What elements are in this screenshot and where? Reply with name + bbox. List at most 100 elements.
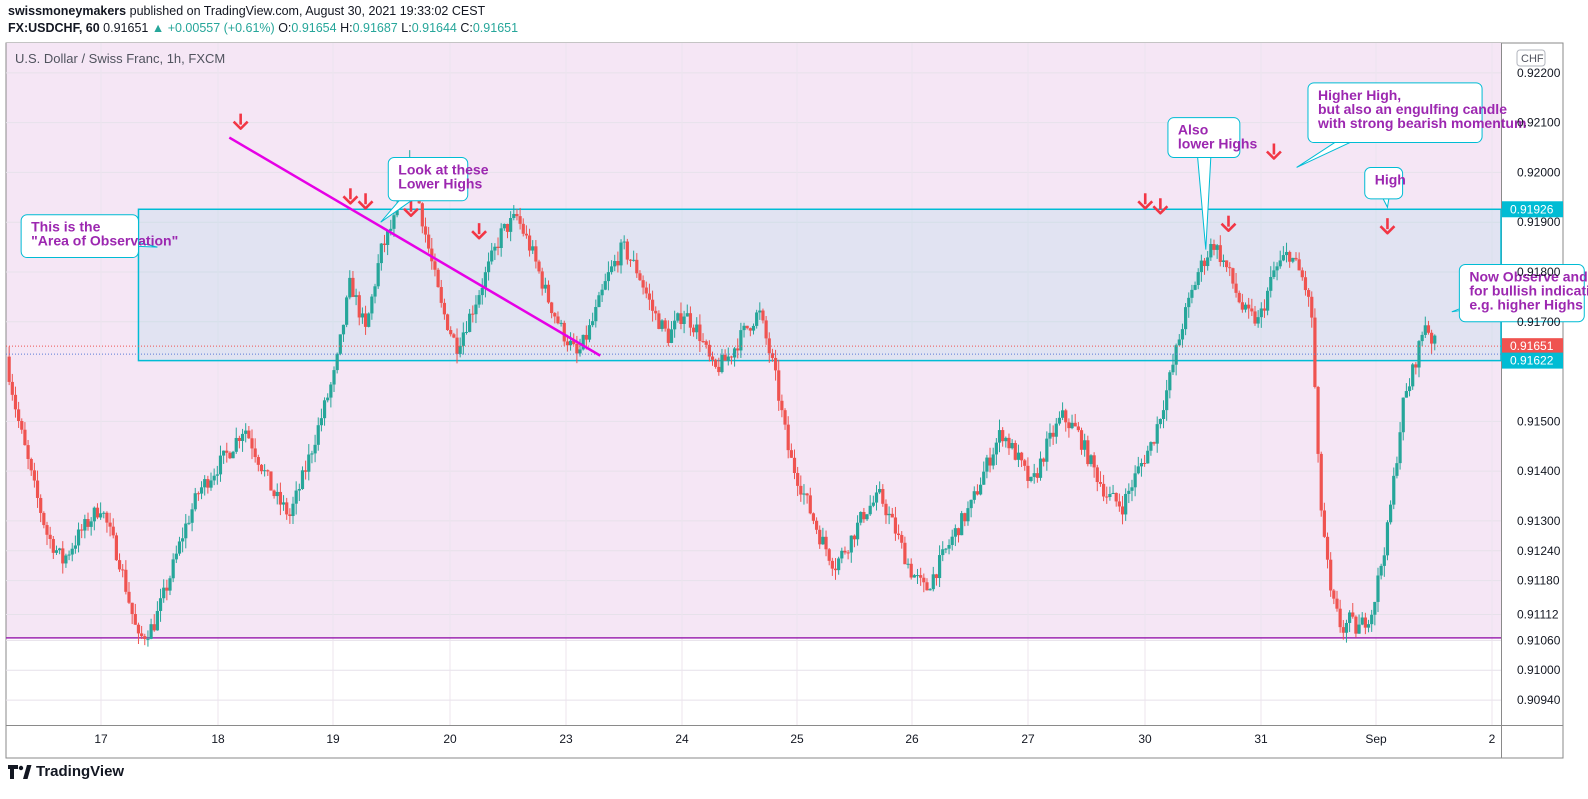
candle-body (442, 302, 447, 315)
candle-body (1300, 270, 1304, 278)
candle-body (259, 464, 264, 472)
price-label-text: 0.91651 (1510, 339, 1554, 353)
candle-body (80, 529, 84, 531)
candle-body (1095, 467, 1099, 483)
candle-body (105, 512, 109, 523)
candle-body (1221, 260, 1226, 263)
candle-body (799, 485, 803, 495)
candle-body (1168, 372, 1172, 391)
candle-body (846, 552, 850, 554)
candle-body (23, 429, 27, 446)
candle-body (1196, 272, 1200, 286)
downtrend-line (228, 136, 601, 357)
candle-body (108, 522, 112, 527)
candle-body (1348, 612, 1352, 623)
candle-body (1262, 308, 1267, 311)
candle-body (83, 519, 87, 531)
candle-body (1174, 345, 1178, 365)
candle-body (155, 610, 159, 631)
candle-body (628, 259, 633, 261)
candle-body (1139, 463, 1144, 467)
candle-body (1209, 244, 1213, 258)
y-tick-label: 0.92200 (1517, 66, 1561, 80)
candle-body (496, 246, 500, 248)
candle-body (1269, 276, 1273, 291)
candle-body (1067, 422, 1071, 429)
candle-body (1284, 251, 1289, 256)
candle-body (439, 287, 443, 303)
candle-body (54, 550, 59, 553)
tradingview-logo[interactable]: TradingView (8, 763, 124, 780)
price-label-bg (1502, 352, 1563, 369)
candle-body (1105, 496, 1109, 498)
candle-body (133, 614, 137, 625)
candle-body (578, 349, 582, 354)
x-tick-label: 31 (1254, 732, 1268, 746)
candle-body (193, 493, 197, 510)
candle-body (600, 289, 604, 296)
candle-body (32, 470, 36, 481)
candle-body (253, 448, 257, 458)
candle-body (177, 541, 182, 554)
red-arrow-icon (1152, 198, 1169, 215)
candle-body (641, 280, 645, 288)
candle-body (1146, 450, 1150, 464)
candle-body (1180, 329, 1185, 340)
candle-body (1389, 504, 1393, 523)
candle-body (937, 555, 942, 579)
candle-body (64, 555, 68, 564)
candle-body (991, 454, 995, 466)
candle-body (1038, 458, 1043, 478)
candle-body (947, 545, 951, 549)
candle-body (1032, 473, 1036, 477)
candle-body (420, 203, 424, 227)
candle-body (1218, 245, 1222, 263)
author-name[interactable]: swissmoneymakers (8, 4, 127, 18)
candle-body (379, 243, 383, 264)
candle-body (1247, 304, 1251, 309)
candle-body (572, 340, 576, 345)
candle-body (912, 575, 916, 578)
candle-body (1281, 255, 1285, 261)
candle-body (944, 548, 948, 550)
candle-body (871, 502, 875, 506)
candle-body (455, 337, 459, 354)
candle-body (622, 241, 626, 243)
candle-body (521, 223, 525, 234)
candle-body (1303, 277, 1308, 291)
candle-body (1212, 244, 1216, 250)
candle-body (676, 313, 680, 321)
candle-body (679, 313, 683, 325)
candle-body (531, 246, 535, 251)
candle-body (288, 514, 292, 517)
candle-body (360, 313, 365, 318)
candle-body (316, 425, 320, 445)
candle-body (20, 421, 24, 430)
candle-body (786, 424, 790, 451)
candle-body (1086, 440, 1090, 465)
candle-body (559, 322, 563, 324)
candle-body (1329, 559, 1333, 591)
y-tick-label: 0.91300 (1517, 514, 1561, 528)
candle-body (1357, 624, 1361, 634)
candle-body (704, 341, 708, 345)
candle-body (773, 357, 778, 371)
candle-body (890, 513, 894, 518)
candle-body (35, 480, 40, 498)
candle-body (1108, 494, 1112, 497)
candle-body (234, 437, 238, 452)
candle-body (99, 513, 103, 518)
candle-body (1231, 268, 1235, 284)
candle-body (550, 302, 554, 314)
candle-body (527, 235, 532, 251)
arrow-head (1265, 150, 1282, 160)
candle-body (767, 338, 771, 354)
price-chart[interactable]: This is the"Area of Observation" Look at … (0, 40, 1588, 760)
candle-body (95, 507, 100, 518)
candle-body (814, 520, 819, 530)
candle-body (310, 453, 314, 455)
candle-body (1199, 260, 1203, 273)
candle-body (874, 492, 879, 503)
candle-body (461, 332, 465, 346)
candle-body (562, 322, 566, 342)
